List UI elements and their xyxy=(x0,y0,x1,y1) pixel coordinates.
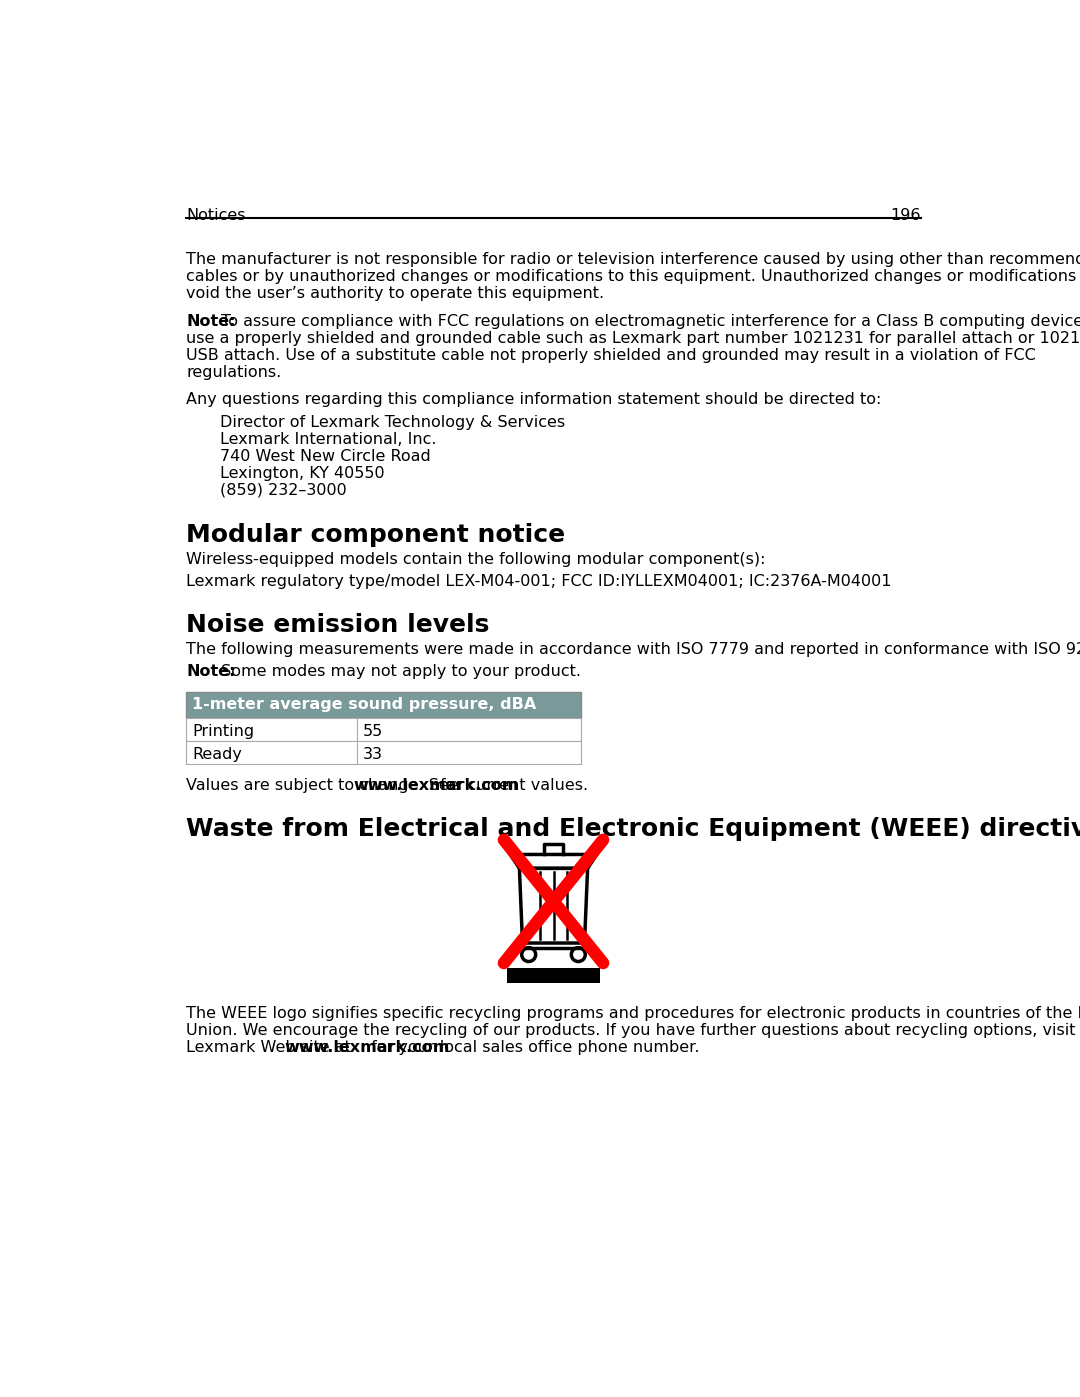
Text: The following measurements were made in accordance with ISO 7779 and reported in: The following measurements were made in … xyxy=(186,643,1080,657)
Text: 740 West New Circle Road: 740 West New Circle Road xyxy=(220,448,431,464)
Bar xyxy=(186,718,581,742)
Text: The manufacturer is not responsible for radio or television interference caused : The manufacturer is not responsible for … xyxy=(186,253,1080,267)
Text: Lexington, KY 40550: Lexington, KY 40550 xyxy=(220,465,384,481)
Text: Ready: Ready xyxy=(192,746,242,761)
Text: Printing: Printing xyxy=(192,724,255,739)
Text: use a properly shielded and grounded cable such as Lexmark part number 1021231 f: use a properly shielded and grounded cab… xyxy=(186,331,1080,346)
Text: 33: 33 xyxy=(363,746,382,761)
Text: Wireless-equipped models contain the following modular component(s):: Wireless-equipped models contain the fol… xyxy=(186,552,766,567)
Text: regulations.: regulations. xyxy=(186,365,282,380)
Text: (859) 232–3000: (859) 232–3000 xyxy=(220,482,347,497)
Text: Lexmark Web site at: Lexmark Web site at xyxy=(186,1039,356,1055)
Text: Modular component notice: Modular component notice xyxy=(186,522,565,546)
Text: Noise emission levels: Noise emission levels xyxy=(186,613,489,637)
Text: for current values.: for current values. xyxy=(435,778,588,793)
Text: Notices: Notices xyxy=(186,208,245,222)
Text: www.lexmark.com: www.lexmark.com xyxy=(284,1039,450,1055)
Text: Waste from Electrical and Electronic Equipment (WEEE) directive: Waste from Electrical and Electronic Equ… xyxy=(186,817,1080,841)
Text: Union. We encourage the recycling of our products. If you have further questions: Union. We encourage the recycling of our… xyxy=(186,1023,1080,1038)
Text: Lexmark International, Inc.: Lexmark International, Inc. xyxy=(220,432,436,447)
Text: for your local sales office phone number.: for your local sales office phone number… xyxy=(366,1039,700,1055)
Text: Director of Lexmark Technology & Services: Director of Lexmark Technology & Service… xyxy=(220,415,565,430)
Text: Note:: Note: xyxy=(186,314,235,328)
Text: Lexmark regulatory type/model LEX-M04-001; FCC ID:IYLLEXM04001; IC:2376A-M04001: Lexmark regulatory type/model LEX-M04-00… xyxy=(186,574,892,590)
Text: USB attach. Use of a substitute cable not properly shielded and grounded may res: USB attach. Use of a substitute cable no… xyxy=(186,348,1036,363)
Text: 1-meter average sound pressure, dBA: 1-meter average sound pressure, dBA xyxy=(192,697,537,712)
Text: void the user’s authority to operate this equipment.: void the user’s authority to operate thi… xyxy=(186,286,605,302)
Text: www.lexmark.com: www.lexmark.com xyxy=(353,778,518,793)
Text: Note:: Note: xyxy=(186,665,235,679)
Text: 55: 55 xyxy=(363,724,383,739)
Text: Some modes may not apply to your product.: Some modes may not apply to your product… xyxy=(216,665,581,679)
Text: The WEEE logo signifies specific recycling programs and procedures for electroni: The WEEE logo signifies specific recycli… xyxy=(186,1006,1080,1021)
Text: To assure compliance with FCC regulations on electromagnetic interference for a : To assure compliance with FCC regulation… xyxy=(216,314,1080,328)
Text: Values are subject to change. See: Values are subject to change. See xyxy=(186,778,464,793)
Bar xyxy=(186,742,581,764)
Text: cables or by unauthorized changes or modifications to this equipment. Unauthoriz: cables or by unauthorized changes or mod… xyxy=(186,270,1080,284)
Bar xyxy=(186,692,581,718)
Bar xyxy=(507,968,600,983)
Text: Any questions regarding this compliance information statement should be directed: Any questions regarding this compliance … xyxy=(186,393,881,408)
Text: 196: 196 xyxy=(890,208,921,222)
